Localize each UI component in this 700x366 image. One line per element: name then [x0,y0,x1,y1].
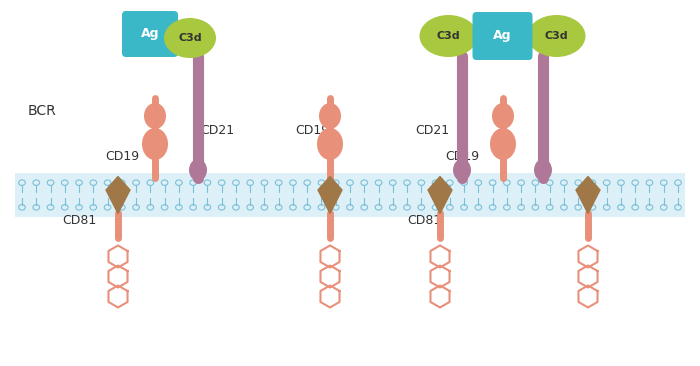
Polygon shape [318,176,342,213]
Text: C3d: C3d [437,31,461,41]
Polygon shape [428,176,452,213]
Text: CD81: CD81 [62,214,97,228]
Ellipse shape [164,18,216,58]
Ellipse shape [319,103,341,129]
Ellipse shape [534,159,552,181]
Text: CD19: CD19 [105,149,139,163]
Ellipse shape [144,103,166,129]
FancyBboxPatch shape [473,12,533,60]
Ellipse shape [492,103,514,129]
Ellipse shape [490,128,516,160]
Text: CD19: CD19 [445,149,479,163]
Ellipse shape [419,15,477,57]
Bar [15,173,685,217]
Text: CD19: CD19 [295,124,329,138]
Polygon shape [106,176,130,213]
Text: C3d: C3d [178,33,202,43]
Text: CD81: CD81 [407,214,441,228]
Text: CD21: CD21 [415,124,449,138]
Ellipse shape [453,159,471,181]
Ellipse shape [142,128,168,160]
Text: Ag: Ag [141,27,160,41]
Text: Ag: Ag [494,30,512,42]
FancyBboxPatch shape [122,11,178,57]
Text: BCR: BCR [28,104,57,118]
Ellipse shape [528,15,585,57]
Text: C3d: C3d [545,31,568,41]
Text: CD21: CD21 [200,124,234,138]
Polygon shape [576,176,600,213]
Ellipse shape [189,159,207,181]
Ellipse shape [317,128,343,160]
